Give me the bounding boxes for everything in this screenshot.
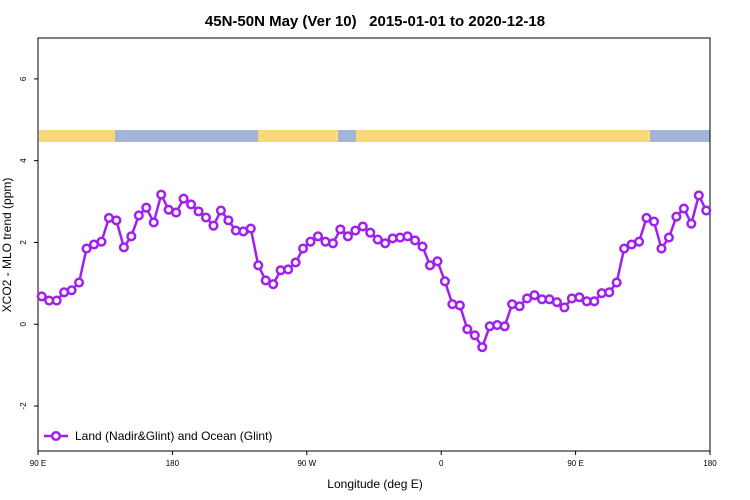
point (66, 285, 77, 296)
point (312, 231, 324, 242)
point (663, 232, 674, 243)
point (357, 221, 368, 232)
point (283, 264, 294, 275)
x-axis-label: Longitude (deg E) (327, 477, 422, 491)
point (126, 231, 137, 242)
point (260, 275, 271, 286)
point (111, 215, 122, 226)
point (678, 203, 689, 214)
point (671, 211, 682, 222)
point (245, 223, 256, 234)
point (551, 297, 562, 308)
point (223, 215, 234, 226)
land (39, 130, 115, 142)
y-axis-label: XCO2 - MLO trend (ppm) (0, 178, 14, 313)
x-tick-label: 0 (439, 459, 444, 468)
plot-frame (37, 37, 711, 452)
point (186, 199, 197, 210)
point (424, 260, 436, 271)
point (402, 231, 413, 242)
point (589, 296, 600, 307)
point (634, 236, 645, 247)
point (178, 193, 189, 204)
point (648, 216, 660, 227)
x-tick-label: 180 (166, 459, 180, 468)
point (574, 292, 585, 303)
y-tick-label: 2 (19, 240, 28, 245)
point (327, 238, 338, 249)
point (215, 205, 226, 216)
point (342, 231, 353, 242)
point (298, 243, 309, 254)
point (693, 190, 704, 201)
land (258, 130, 338, 142)
point (171, 207, 182, 218)
point (305, 236, 316, 247)
point (559, 302, 570, 313)
point (253, 260, 264, 271)
point (611, 277, 622, 288)
point (96, 236, 107, 247)
land-ocean-strip (39, 130, 710, 142)
point (200, 212, 212, 223)
x-tick-label: 180 (703, 459, 717, 468)
point (118, 242, 129, 253)
point (432, 256, 443, 267)
point (290, 257, 301, 268)
point (619, 243, 630, 254)
point (335, 224, 346, 235)
y-tick-label: -2 (19, 402, 28, 410)
point (604, 287, 615, 298)
point (439, 276, 450, 287)
y-tick-label: 6 (19, 76, 28, 81)
point (51, 295, 62, 306)
point (469, 330, 480, 341)
point (514, 301, 525, 312)
x-tick-label: 90 W (297, 459, 316, 468)
point (686, 218, 697, 229)
point (499, 321, 510, 332)
point (372, 234, 383, 245)
chart-title: 45N-50N May (Ver 10) 2015-01-01 to 2020-… (205, 13, 545, 30)
point (641, 212, 652, 223)
point (462, 324, 473, 335)
point (380, 238, 391, 249)
x-tick-label: 90 E (567, 459, 583, 468)
legend-marker (50, 430, 62, 442)
point (268, 279, 279, 290)
point (81, 243, 92, 254)
y-tick-label: 0 (19, 321, 28, 326)
point (36, 291, 47, 302)
point (701, 205, 712, 216)
point (529, 290, 540, 301)
y-tick-label: 4 (19, 158, 28, 163)
point (141, 202, 152, 213)
land (356, 130, 650, 142)
point (477, 342, 488, 353)
point (193, 206, 204, 217)
point (410, 235, 421, 246)
point (148, 217, 159, 228)
point (454, 300, 465, 311)
point (208, 220, 219, 231)
point (74, 277, 85, 288)
point (156, 189, 167, 200)
point (417, 241, 428, 252)
x-tick-label: 90 E (30, 459, 46, 468)
point (656, 243, 667, 254)
legend-label: Land (Nadir&Glint) and Ocean (Glint) (75, 429, 272, 443)
point (350, 225, 361, 236)
point (133, 210, 144, 221)
point (365, 227, 376, 238)
